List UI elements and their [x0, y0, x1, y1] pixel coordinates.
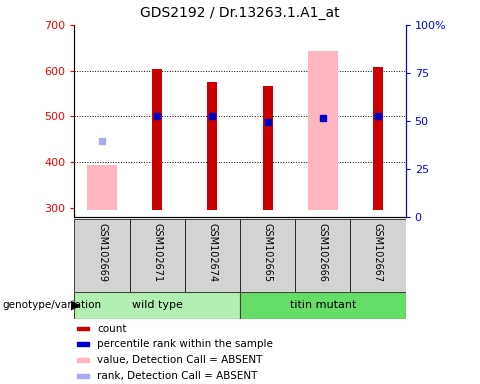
Text: GSM102666: GSM102666 [318, 223, 328, 281]
Bar [74, 219, 130, 292]
Bar [87, 165, 117, 210]
Bar [263, 86, 273, 210]
Text: count: count [97, 324, 127, 334]
Title: GDS2192 / Dr.13263.1.A1_at: GDS2192 / Dr.13263.1.A1_at [140, 6, 340, 20]
Text: GSM102665: GSM102665 [263, 223, 273, 281]
Text: GSM102669: GSM102669 [97, 223, 107, 281]
Text: ▶: ▶ [71, 299, 81, 312]
Bar [77, 327, 89, 331]
Bar [240, 219, 295, 292]
Text: value, Detection Call = ABSENT: value, Detection Call = ABSENT [97, 355, 263, 365]
Text: percentile rank within the sample: percentile rank within the sample [97, 339, 273, 349]
Bar [74, 292, 240, 319]
Bar [130, 219, 185, 292]
Bar [207, 82, 217, 210]
Bar [152, 69, 162, 210]
Bar [77, 343, 89, 346]
Text: GSM102674: GSM102674 [207, 223, 217, 281]
Bar [295, 219, 350, 292]
Text: titin mutant: titin mutant [289, 300, 356, 310]
Text: GSM102667: GSM102667 [373, 223, 383, 281]
Text: rank, Detection Call = ABSENT: rank, Detection Call = ABSENT [97, 371, 258, 381]
Bar [185, 219, 240, 292]
Bar [373, 66, 383, 210]
Text: genotype/variation: genotype/variation [2, 300, 102, 310]
Text: wild type: wild type [132, 300, 182, 310]
Bar [240, 292, 406, 319]
Bar [77, 374, 89, 378]
Text: GSM102671: GSM102671 [152, 223, 162, 281]
Bar [77, 358, 89, 362]
Bar [350, 219, 406, 292]
Bar [308, 51, 338, 210]
